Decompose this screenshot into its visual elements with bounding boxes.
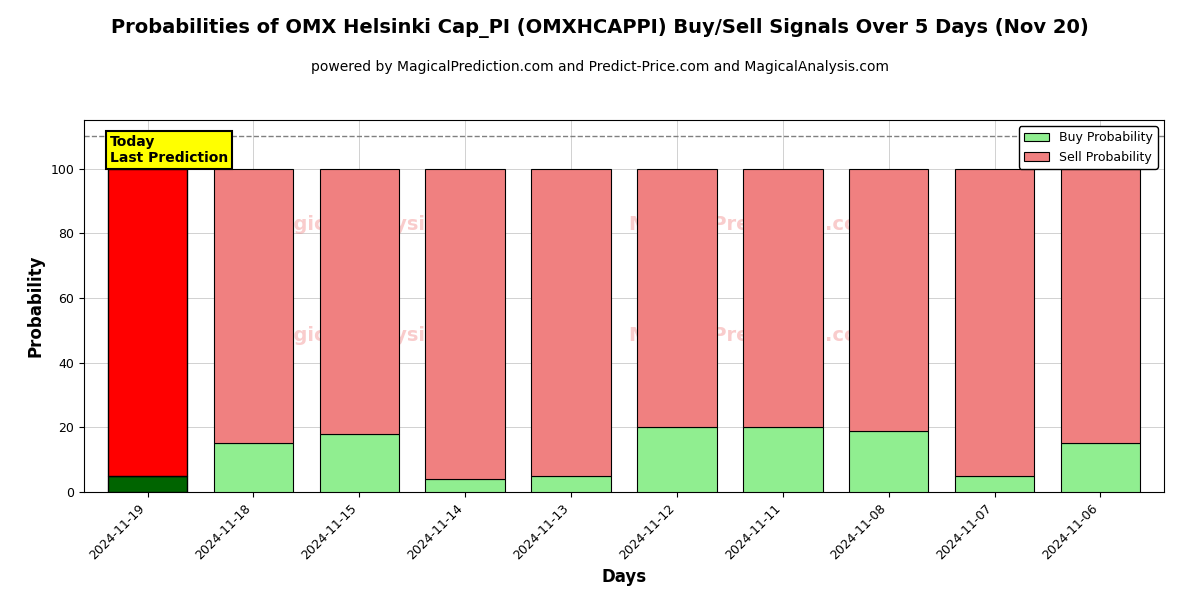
- Text: MagicalPrediction.com: MagicalPrediction.com: [629, 215, 878, 233]
- Text: MagicalAnalysis.com: MagicalAnalysis.com: [262, 326, 490, 345]
- Bar: [850, 169, 929, 431]
- Text: Today
Last Prediction: Today Last Prediction: [110, 135, 228, 165]
- Bar: [1061, 169, 1140, 443]
- Text: MagicalPrediction.com: MagicalPrediction.com: [629, 326, 878, 345]
- Bar: [214, 443, 293, 492]
- Bar: [319, 434, 400, 492]
- Text: powered by MagicalPrediction.com and Predict-Price.com and MagicalAnalysis.com: powered by MagicalPrediction.com and Pre…: [311, 60, 889, 74]
- Bar: [955, 169, 1034, 476]
- Bar: [637, 169, 716, 427]
- Bar: [426, 479, 505, 492]
- Text: Probabilities of OMX Helsinki Cap_PI (OMXHCAPPI) Buy/Sell Signals Over 5 Days (N: Probabilities of OMX Helsinki Cap_PI (OM…: [112, 18, 1088, 38]
- Bar: [108, 476, 187, 492]
- Bar: [532, 476, 611, 492]
- Bar: [955, 476, 1034, 492]
- Bar: [108, 169, 187, 476]
- Bar: [743, 427, 822, 492]
- Bar: [532, 169, 611, 476]
- Bar: [426, 169, 505, 479]
- Bar: [743, 169, 822, 427]
- Text: MagicalAnalysis.com: MagicalAnalysis.com: [262, 215, 490, 233]
- Bar: [1061, 443, 1140, 492]
- Bar: [850, 431, 929, 492]
- Bar: [319, 169, 400, 434]
- Y-axis label: Probability: Probability: [26, 255, 44, 357]
- Bar: [214, 169, 293, 443]
- Bar: [637, 427, 716, 492]
- X-axis label: Days: Days: [601, 568, 647, 586]
- Legend: Buy Probability, Sell Probability: Buy Probability, Sell Probability: [1019, 126, 1158, 169]
